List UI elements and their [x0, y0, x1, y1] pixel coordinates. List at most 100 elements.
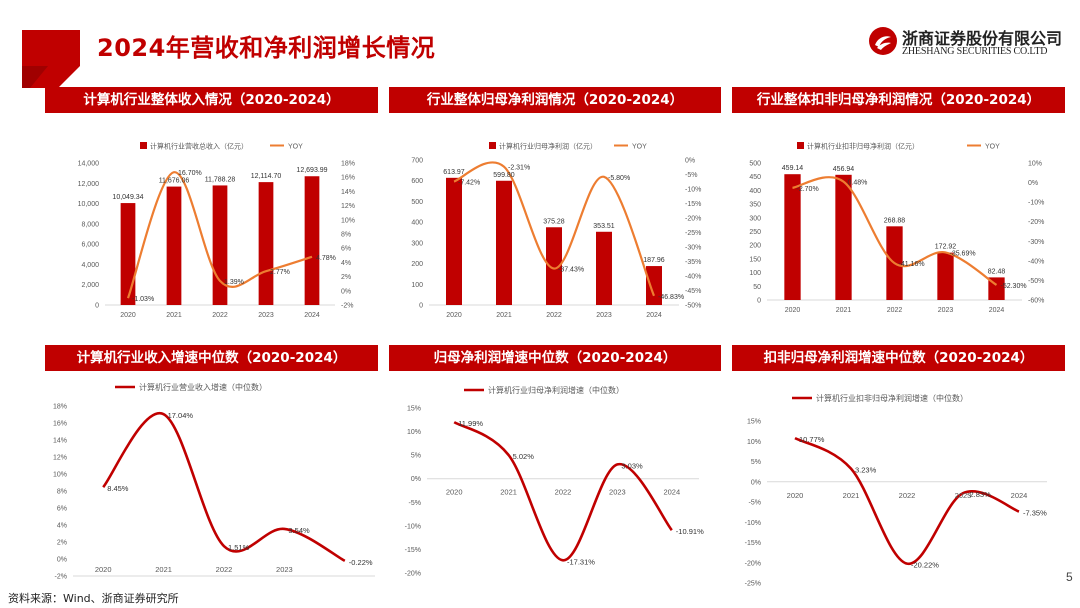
y-tick: -10% [745, 520, 761, 527]
x-tick-label: 2020 [95, 565, 112, 574]
legend-line-label: YOY [632, 144, 647, 151]
chart-revenue-growth-median: 计算机行业营业收入增速（中位数） -2% 0% 2% 4% 6% 8% 10% 12% 14% 16… [53, 382, 375, 581]
bar-value-label: 12,114.70 [251, 173, 282, 180]
y-right-tick: 10% [1028, 161, 1042, 168]
bar [258, 182, 274, 305]
y-right-tick: -45% [685, 288, 701, 295]
yoy-value-label: -37.43% [558, 267, 584, 274]
y-left-tick: 8,000 [81, 221, 99, 228]
source-note: 资料来源：Wind、浙商证券研究所 [8, 592, 179, 605]
panel-header-net-profit-growth-median: 归母净利润增速中位数（2020-2024） [389, 345, 721, 371]
bar-value-label: 459.14 [782, 165, 804, 172]
y-right-tick: -40% [1028, 258, 1044, 265]
y-left-tick: 6,000 [81, 242, 99, 249]
yoy-value-label: 4.78% [316, 255, 336, 262]
logo-emblem-icon [869, 27, 897, 55]
legend-line-label: YOY [985, 144, 1000, 151]
y-left-tick: 100 [411, 282, 423, 289]
x-tick-label: 2020 [787, 491, 804, 500]
y-right-tick: 0% [341, 288, 351, 295]
y-tick: 0% [57, 557, 67, 564]
bar-value-label: 456.94 [833, 166, 855, 173]
yoy-value-label: -52.30% [1001, 283, 1027, 290]
yoy-value-label: 16.70% [178, 170, 202, 177]
y-tick: 4% [57, 523, 67, 530]
y-tick: 0% [751, 479, 761, 486]
median-value-label: -7.35% [1023, 509, 1047, 518]
x-tick-label: 2024 [646, 312, 662, 319]
y-tick: -20% [405, 571, 421, 578]
bar-value-label: 613.97 [443, 169, 465, 176]
panel-header-deducted-profit: 行业整体扣非归母净利润情况（2020-2024） [732, 87, 1065, 113]
yoy-line [792, 176, 998, 286]
panel-header-deducted-profit-growth-median: 扣非归母净利润增速中位数（2020-2024） [732, 345, 1065, 371]
legend-bar-label: 计算机行业归母净利润（亿元） [499, 142, 597, 151]
y-right-tick: -20% [685, 216, 701, 223]
corner-decoration [22, 30, 80, 88]
y-left-tick: 300 [749, 215, 761, 222]
yoy-value-label: -35.69% [950, 250, 976, 257]
median-value-label: -0.22% [349, 558, 373, 567]
bar-value-label: 187.96 [643, 257, 665, 264]
y-left-tick: 14,000 [78, 161, 100, 168]
chart-net-profit: 计算机行业归母净利润（亿元） YOY 0 100 200 300 400 500 600 700 -… [411, 142, 701, 320]
bar [646, 266, 662, 305]
x-tick-label: 2024 [1011, 491, 1028, 500]
y-right-tick: 14% [341, 189, 355, 196]
x-tick-label: 2023 [609, 488, 626, 497]
legend-bar-swatch [797, 142, 804, 149]
yoy-value-label: -46.83% [658, 294, 684, 301]
x-tick-label: 2023 [938, 307, 954, 314]
median-line [794, 436, 1020, 565]
x-tick-label: 2023 [596, 312, 612, 319]
x-tick-label: 2022 [555, 488, 572, 497]
panel-header-net-profit: 行业整体归母净利润情况（2020-2024） [389, 87, 721, 113]
y-right-tick: -35% [685, 259, 701, 266]
panel-header-revenue-growth-median: 计算机行业收入增速中位数（2020-2024） [45, 345, 378, 371]
y-right-tick: 18% [341, 161, 355, 168]
legend-line-label: 计算机行业归母净利润增速（中位数） [488, 385, 624, 395]
y-left-tick: 500 [411, 199, 423, 206]
x-tick-label: 2021 [836, 307, 852, 314]
median-line [453, 421, 673, 562]
bar [835, 174, 852, 300]
y-left-tick: 10,000 [78, 201, 100, 208]
bar [496, 180, 512, 305]
x-tick-label: 2020 [446, 488, 463, 497]
page-title: 2024年营收和净利润增长情况 [97, 34, 436, 62]
page-number: 5 [1066, 570, 1073, 584]
x-tick-label: 2021 [500, 488, 517, 497]
bar [166, 186, 182, 305]
y-right-tick: -5% [685, 172, 697, 179]
x-tick-label: 2021 [166, 312, 182, 319]
y-tick: -25% [745, 581, 761, 588]
y-right-tick: -20% [1028, 219, 1044, 226]
y-tick: -20% [745, 560, 761, 567]
chart-net-profit-growth-median: 计算机行业归母净利润增速（中位数） -20% -15% -10% -5% 0% 5% 10% 1… [405, 385, 704, 578]
y-left-tick: 50 [753, 284, 761, 291]
y-tick: 5% [751, 459, 761, 466]
logo-name-en: ZHESHANG SECURITIES CO.LTD [902, 46, 1048, 57]
bar [212, 185, 228, 305]
x-tick-label: 2020 [120, 312, 136, 319]
bar-value-label: 12,693.99 [296, 167, 327, 174]
bar [596, 231, 612, 305]
legend-line-label: 计算机行业营业收入增速（中位数） [139, 382, 267, 392]
y-right-tick: 2% [341, 274, 351, 281]
x-tick-label: 2020 [785, 307, 801, 314]
y-right-tick: -10% [685, 187, 701, 194]
median-value-label: -20.22% [911, 561, 939, 570]
yoy-value-label: -2.31% [508, 165, 530, 172]
median-value-label: 11.99% [458, 419, 483, 428]
y-left-tick: 12,000 [78, 181, 100, 188]
y-left-tick: 0 [419, 303, 423, 310]
x-tick-label: 2022 [887, 307, 903, 314]
median-value-label: 1.51% [228, 543, 250, 552]
yoy-value-label: -1.03% [132, 296, 154, 303]
y-tick: 15% [747, 419, 761, 426]
y-left-tick: 150 [749, 256, 761, 263]
y-right-tick: 6% [341, 246, 351, 253]
legend-line-label: 计算机行业扣非归母净利润增速（中位数） [816, 393, 968, 403]
legend-bar-label: 计算机行业营收总收入（亿元） [150, 142, 248, 151]
y-tick: 14% [53, 438, 67, 445]
